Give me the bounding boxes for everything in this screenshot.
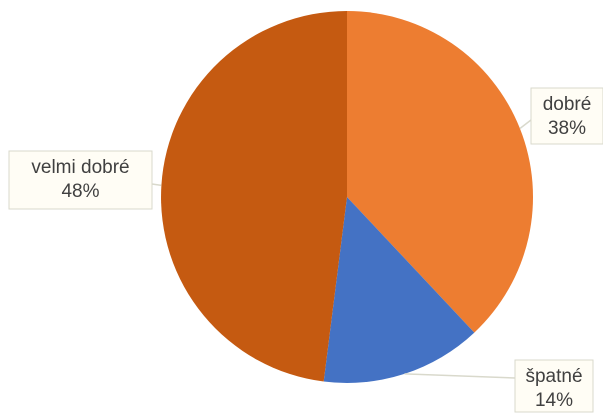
pie-slices	[161, 11, 534, 383]
data-label-category: dobré	[543, 94, 592, 115]
data-label-category: velmi dobré	[31, 157, 129, 178]
data-label-box-2	[514, 359, 594, 413]
data-labels: dobré 38% špatné 14% velmi dobré 48%	[8, 87, 603, 413]
leader-line-1	[519, 119, 532, 130]
pie-slice-2	[323, 197, 475, 383]
data-label-box-3	[8, 150, 153, 210]
data-label-category: špatné	[525, 366, 582, 387]
data-label-value: 14%	[535, 390, 573, 411]
leader-line-3	[151, 183, 162, 187]
data-label-box-1	[530, 87, 603, 145]
data-label-value: 38%	[548, 118, 586, 139]
pie-slice-3	[161, 11, 347, 382]
pie-slice-1	[347, 11, 534, 333]
data-label-value: 48%	[61, 181, 99, 202]
leader-line-2	[404, 373, 516, 379]
